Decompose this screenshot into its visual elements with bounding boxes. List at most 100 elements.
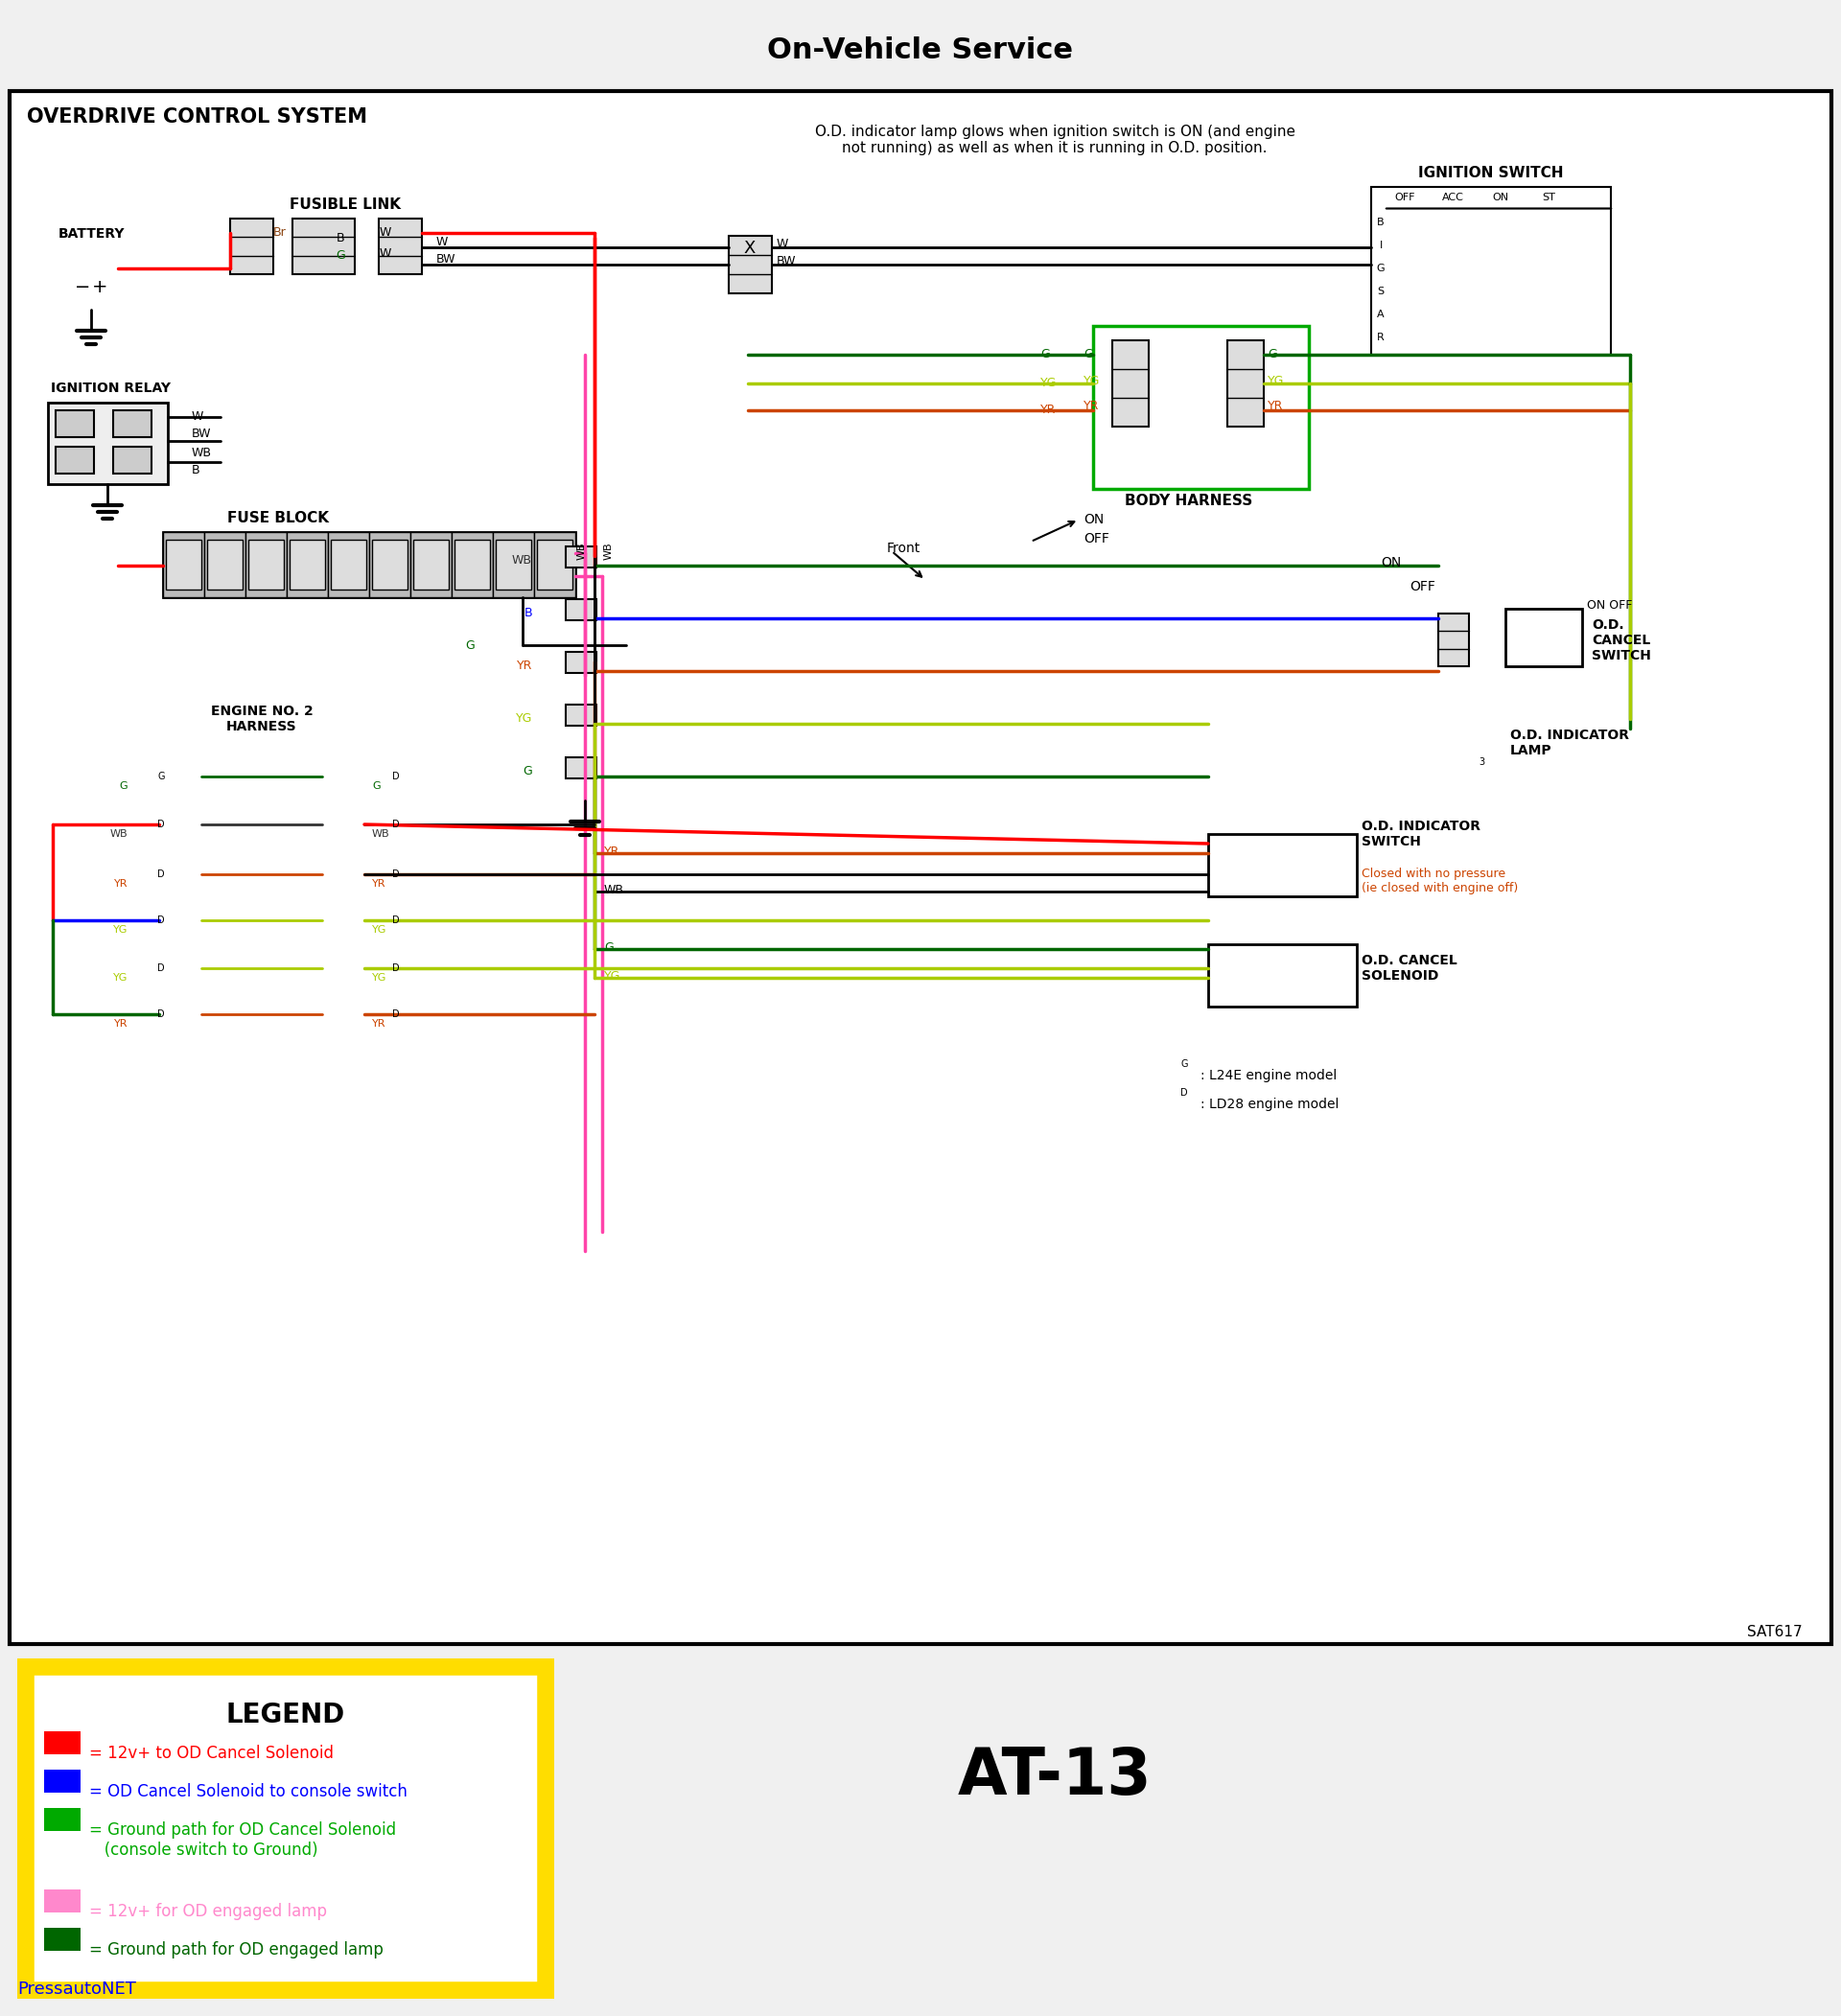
Bar bbox=[55, 448, 94, 474]
Text: −: − bbox=[75, 278, 90, 296]
Bar bbox=[1372, 187, 1611, 355]
Text: D: D bbox=[392, 772, 399, 782]
Bar bbox=[112, 448, 151, 474]
Text: WB: WB bbox=[191, 448, 212, 460]
Text: FUSIBLE LINK: FUSIBLE LINK bbox=[289, 198, 401, 212]
Text: ON: ON bbox=[1493, 194, 1510, 202]
Bar bbox=[166, 540, 201, 589]
Circle shape bbox=[1449, 637, 1458, 647]
Text: G: G bbox=[1040, 349, 1049, 361]
Bar bbox=[495, 540, 532, 589]
Bar bbox=[208, 540, 243, 589]
Bar bbox=[17, 1659, 554, 1998]
Text: YG: YG bbox=[372, 925, 387, 935]
Text: D: D bbox=[392, 964, 399, 974]
Bar bbox=[1506, 609, 1581, 665]
Text: BATTERY: BATTERY bbox=[57, 228, 125, 240]
Text: WB: WB bbox=[604, 542, 613, 560]
Bar bbox=[164, 532, 574, 597]
Bar bbox=[44, 1770, 81, 1792]
Text: = Ground path for OD engaged lamp: = Ground path for OD engaged lamp bbox=[88, 1941, 383, 1958]
Text: YR: YR bbox=[114, 879, 127, 889]
Text: O.D. CANCEL
SOLENOID: O.D. CANCEL SOLENOID bbox=[1362, 954, 1458, 982]
Bar bbox=[538, 540, 573, 589]
Text: OFF: OFF bbox=[1394, 194, 1416, 202]
Text: D: D bbox=[158, 964, 164, 974]
Bar bbox=[249, 540, 284, 589]
Text: IGNITION RELAY: IGNITION RELAY bbox=[50, 381, 169, 395]
Text: ACC: ACC bbox=[1442, 194, 1464, 202]
Text: = Ground path for OD Cancel Solenoid
   (console switch to Ground): = Ground path for OD Cancel Solenoid (co… bbox=[88, 1820, 396, 1859]
Text: YG: YG bbox=[1084, 375, 1101, 387]
Text: YG: YG bbox=[515, 712, 532, 724]
Text: AT-13: AT-13 bbox=[957, 1744, 1152, 1808]
Text: BW: BW bbox=[191, 427, 212, 439]
Text: OFF: OFF bbox=[1084, 532, 1110, 546]
Text: B: B bbox=[191, 464, 201, 476]
Text: Front: Front bbox=[887, 542, 920, 554]
Polygon shape bbox=[915, 546, 1094, 643]
Bar bbox=[411, 532, 451, 597]
Bar bbox=[55, 411, 94, 437]
Text: YG: YG bbox=[112, 925, 127, 935]
Text: : LD28 engine model: : LD28 engine model bbox=[1200, 1097, 1338, 1111]
Text: O.D. INDICATOR
LAMP: O.D. INDICATOR LAMP bbox=[1510, 728, 1629, 758]
Text: D: D bbox=[158, 821, 164, 829]
Text: D: D bbox=[392, 821, 399, 829]
Text: YR: YR bbox=[372, 879, 387, 889]
Text: BW: BW bbox=[777, 254, 797, 268]
Text: YG: YG bbox=[1040, 377, 1057, 389]
Bar bbox=[328, 532, 370, 597]
Text: O.D.
CANCEL
SWITCH: O.D. CANCEL SWITCH bbox=[1592, 619, 1651, 663]
Text: YG: YG bbox=[112, 974, 127, 982]
Bar bbox=[31, 1673, 539, 1984]
Text: G: G bbox=[120, 782, 127, 790]
Text: On-Vehicle Service: On-Vehicle Service bbox=[768, 36, 1073, 65]
Text: I: I bbox=[1379, 240, 1383, 250]
Bar bbox=[1228, 341, 1263, 427]
Text: OFF: OFF bbox=[1410, 581, 1436, 593]
Text: G: G bbox=[335, 250, 344, 262]
Text: W: W bbox=[436, 236, 447, 248]
Bar bbox=[565, 758, 596, 778]
Bar bbox=[379, 218, 422, 274]
Text: SAT617: SAT617 bbox=[1747, 1625, 1802, 1639]
Text: YR: YR bbox=[604, 845, 620, 859]
Bar bbox=[245, 532, 287, 597]
Bar bbox=[44, 1927, 81, 1951]
Text: W: W bbox=[191, 411, 204, 423]
Text: W: W bbox=[777, 238, 788, 250]
Bar bbox=[370, 532, 411, 597]
Text: G: G bbox=[1084, 349, 1094, 361]
Bar bbox=[293, 218, 355, 274]
Text: D: D bbox=[1180, 1089, 1187, 1097]
Text: D: D bbox=[392, 915, 399, 925]
Text: ON: ON bbox=[1084, 512, 1105, 526]
Text: YR: YR bbox=[1084, 399, 1099, 411]
Bar bbox=[204, 532, 245, 597]
Text: YG: YG bbox=[1268, 375, 1285, 387]
Text: X: X bbox=[744, 240, 757, 256]
Bar bbox=[48, 403, 168, 484]
Text: D: D bbox=[392, 869, 399, 879]
Bar bbox=[372, 540, 407, 589]
Circle shape bbox=[1449, 621, 1458, 631]
Text: Closed with no pressure
(ie closed with engine off): Closed with no pressure (ie closed with … bbox=[1362, 867, 1519, 895]
Text: YG: YG bbox=[604, 970, 620, 982]
Text: = 12v+ to OD Cancel Solenoid: = 12v+ to OD Cancel Solenoid bbox=[88, 1744, 333, 1762]
Bar bbox=[1438, 613, 1469, 665]
Bar bbox=[565, 546, 596, 569]
Bar bbox=[289, 540, 326, 589]
Text: BODY HARNESS: BODY HARNESS bbox=[1125, 494, 1254, 508]
Bar bbox=[44, 1732, 81, 1754]
Text: W: W bbox=[379, 226, 392, 238]
Text: = OD Cancel Solenoid to console switch: = OD Cancel Solenoid to console switch bbox=[88, 1782, 407, 1800]
Text: ENGINE NO. 2
HARNESS: ENGINE NO. 2 HARNESS bbox=[210, 706, 313, 734]
Text: = 12v+ for OD engaged lamp: = 12v+ for OD engaged lamp bbox=[88, 1903, 328, 1919]
Text: BW: BW bbox=[436, 254, 457, 266]
Bar bbox=[1208, 943, 1357, 1006]
Bar bbox=[287, 532, 328, 597]
Text: G: G bbox=[523, 764, 532, 778]
Bar bbox=[455, 540, 490, 589]
Text: FUSE BLOCK: FUSE BLOCK bbox=[226, 510, 330, 526]
